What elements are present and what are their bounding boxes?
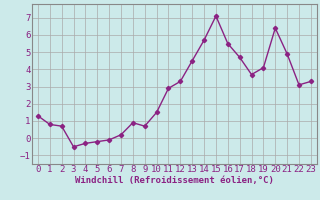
X-axis label: Windchill (Refroidissement éolien,°C): Windchill (Refroidissement éolien,°C)	[75, 176, 274, 185]
